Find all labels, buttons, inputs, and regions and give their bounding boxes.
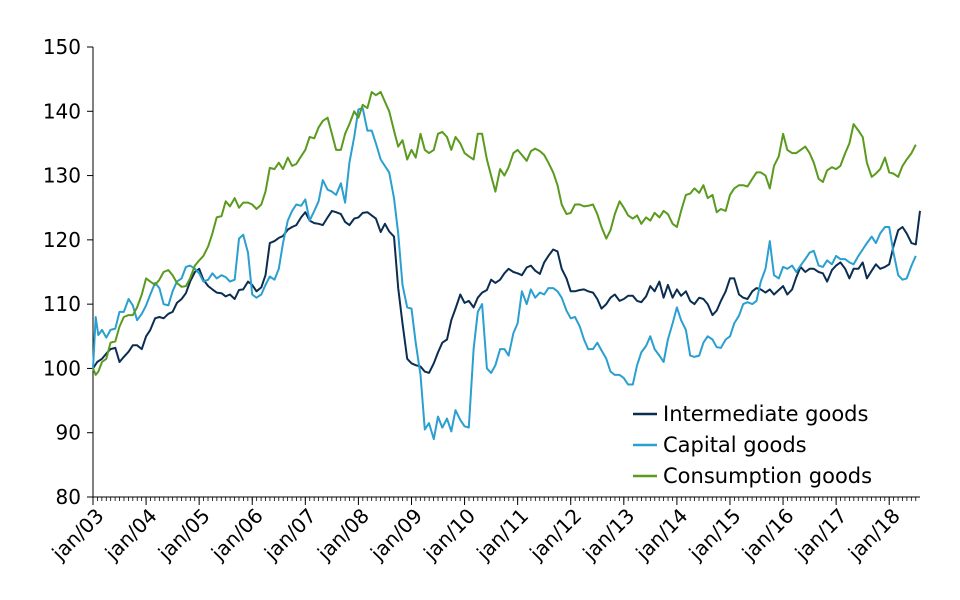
- x-axis-ticks: jan/03jan/04jan/05jan/06jan/07jan/08jan/…: [47, 497, 917, 566]
- x-tick-label: jan/06: [206, 504, 268, 566]
- series-line-consumption-goods: [92, 91, 917, 376]
- y-tick-label: 110: [43, 292, 81, 316]
- y-tick-label: 150: [43, 35, 81, 59]
- series-lines: [92, 91, 921, 441]
- y-tick-label: 120: [43, 228, 81, 252]
- x-tick-label: jan/15: [684, 504, 746, 566]
- x-tick-label: jan/13: [577, 504, 639, 566]
- series-line-intermediate-goods: [92, 209, 921, 374]
- x-tick-label: jan/08: [312, 504, 374, 566]
- x-tick-label: jan/14: [630, 504, 692, 566]
- legend-label: Consumption goods: [663, 464, 872, 488]
- x-tick-label: jan/03: [47, 504, 109, 566]
- axes: [92, 47, 920, 498]
- y-axis-ticks: 80 90 100 110 120 130 140 150: [43, 35, 93, 509]
- legend-label: Capital goods: [663, 433, 807, 457]
- x-tick-label: jan/12: [524, 504, 586, 566]
- x-tick-label: jan/17: [790, 504, 852, 566]
- x-tick-label: jan/07: [259, 504, 321, 566]
- x-tick-label: jan/04: [100, 504, 162, 566]
- y-tick-label: 130: [43, 164, 81, 188]
- legend-label: Intermediate goods: [663, 402, 868, 426]
- legend: Intermediate goods Capital goods Consumpti…: [633, 402, 872, 488]
- x-tick-label: jan/16: [737, 504, 799, 566]
- series-line-capital-goods: [92, 107, 917, 441]
- y-tick-label: 90: [56, 421, 81, 445]
- x-tick-label: jan/09: [365, 504, 427, 566]
- y-tick-label: 100: [43, 356, 81, 380]
- y-tick-label: 80: [56, 485, 81, 509]
- x-tick-label: jan/05: [153, 504, 215, 566]
- x-tick-label: jan/18: [843, 504, 905, 566]
- x-tick-label: jan/10: [418, 504, 480, 566]
- x-tick-label: jan/11: [471, 504, 533, 566]
- y-tick-label: 140: [43, 99, 81, 123]
